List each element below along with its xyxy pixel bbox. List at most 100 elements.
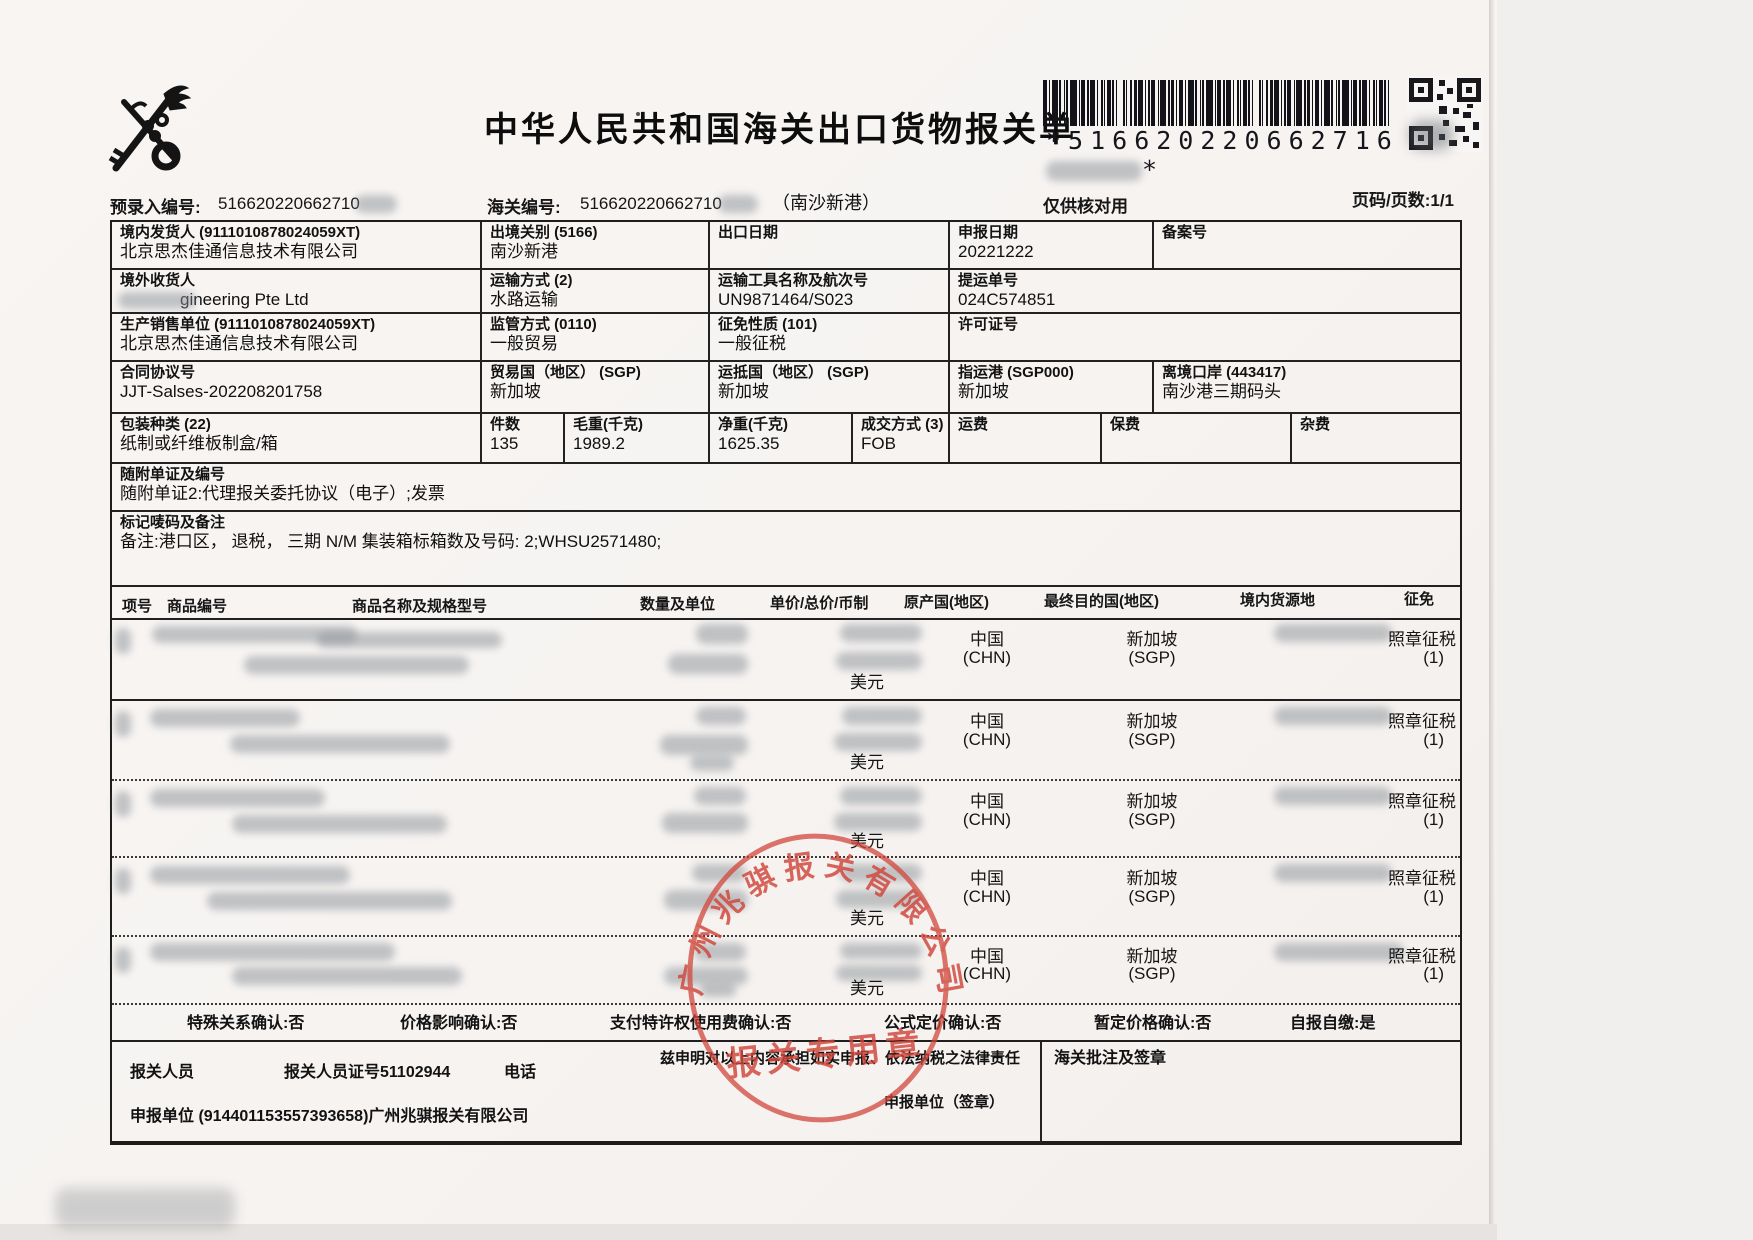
destination-code: (SGP) bbox=[1128, 810, 1176, 829]
redaction-blur bbox=[718, 195, 758, 213]
field-export-date: 出口日期 bbox=[710, 222, 950, 268]
confirm-provisional-price: 暂定价格确认:否 bbox=[1094, 1015, 1212, 1032]
origin-country: 中国 bbox=[970, 712, 1004, 731]
confirmations-row: 特殊关系确认:否 价格影响确认:否 支付特许权使用费确认:否 公式定价确认:否 … bbox=[112, 1005, 1460, 1042]
redaction-blur bbox=[690, 755, 734, 771]
origin-country: 中国 bbox=[970, 630, 1004, 649]
field-value: 水路运输 bbox=[490, 290, 558, 310]
field-label: 征免性质 (101) bbox=[718, 316, 818, 333]
col-header-item-no: 项号 bbox=[122, 598, 153, 615]
field-label: 杂费 bbox=[1300, 416, 1331, 433]
form-row-marks-notes: 标记唛码及备注 备注:港口区， 退税， 三期 N/M 集装箱标箱数及号码: 2;… bbox=[112, 512, 1460, 587]
field-value: 新加坡 bbox=[958, 382, 1009, 402]
customs-number: 516620220662710 bbox=[580, 194, 722, 213]
field-producer: 生产销售单位 (9111010878024059XT) 北京思杰佳通信息技术有限… bbox=[112, 314, 482, 360]
redaction-blur bbox=[668, 654, 748, 674]
field-value: 1989.2 bbox=[573, 434, 625, 454]
field-value: 1625.35 bbox=[718, 434, 780, 454]
field-value: 备注:港口区， 退税， 三期 N/M 集装箱标箱数及号码: 2;WHSU2571… bbox=[120, 532, 662, 552]
redaction-blur bbox=[115, 791, 131, 817]
redaction-blur bbox=[834, 813, 922, 831]
scan-speck bbox=[636, 112, 640, 116]
field-arrival-country: 运抵国（地区） (SGP) 新加坡 bbox=[710, 362, 950, 412]
goods-row: 中国 (CHN) 新加坡 (SGP) 照章征税 (1) 美元 bbox=[112, 937, 1460, 1005]
field-label: 运输工具名称及航次号 bbox=[718, 272, 869, 289]
duty-mode: 照章征税 bbox=[1388, 947, 1456, 966]
redaction-blur bbox=[840, 787, 922, 805]
field-trade-country: 贸易国（地区） (SGP) 新加坡 bbox=[482, 362, 710, 412]
field-attached-docs: 随附单证及编号 随附单证2:代理报关委托协议（电子）;发票 bbox=[112, 464, 1460, 510]
duty-mode: 照章征税 bbox=[1388, 869, 1456, 888]
currency: 美元 bbox=[850, 909, 884, 928]
currency: 美元 bbox=[850, 979, 884, 998]
confirm-royalty-payment: 支付特许权使用费确认:否 bbox=[610, 1015, 792, 1032]
origin-code: (CHN) bbox=[962, 964, 1012, 983]
field-label: 生产销售单位 (9111010878024059XT) bbox=[120, 316, 376, 333]
field-value: 新加坡 bbox=[718, 382, 769, 402]
redaction-blur bbox=[1274, 787, 1392, 805]
col-header-description: 商品名称及规格型号 bbox=[352, 598, 488, 615]
redaction-blur bbox=[1274, 624, 1392, 642]
redaction-blur bbox=[317, 632, 502, 648]
field-label: 境内发货人 (9111010878024059XT) bbox=[120, 224, 361, 241]
redaction-blur bbox=[1274, 943, 1404, 961]
pre-entry-number: 516620220662710 bbox=[218, 194, 360, 213]
origin-code: (CHN) bbox=[962, 730, 1012, 749]
col-header-quantity: 数量及单位 bbox=[640, 596, 716, 613]
field-label: 标记唛码及备注 bbox=[120, 514, 226, 531]
footer-section: 报关人员 报关人员证号51102944 电话 申报单位 (91440115355… bbox=[112, 1042, 1460, 1143]
currency: 美元 bbox=[850, 673, 884, 692]
declaration-statement: 兹申明对以上内容承担如实申报、依法纳税之法律责任 bbox=[660, 1050, 1021, 1067]
redaction-blur bbox=[836, 652, 922, 670]
qr-code bbox=[1407, 76, 1483, 152]
col-header-price: 单价/总价/币制 bbox=[770, 595, 869, 612]
redaction-blur bbox=[1046, 161, 1142, 181]
field-label: 出境关别 (5166) bbox=[490, 224, 598, 241]
field-value: 纸制或纤维板制盒/箱 bbox=[120, 434, 278, 454]
origin-country: 中国 bbox=[970, 947, 1004, 966]
footer-divider bbox=[1040, 1042, 1042, 1143]
redaction-blur bbox=[150, 789, 325, 807]
scan-background bbox=[1497, 0, 1753, 1240]
field-destination-port: 指运港 (SGP000) 新加坡 bbox=[950, 362, 1154, 412]
duty-code: (1) bbox=[1423, 730, 1444, 749]
field-label: 保费 bbox=[1110, 416, 1141, 433]
page-number: 页码/页数:1/1 bbox=[1352, 191, 1455, 210]
field-value: 135 bbox=[490, 434, 519, 454]
field-consignor: 境内发货人 (9111010878024059XT) 北京思杰佳通信息技术有限公… bbox=[112, 222, 482, 268]
field-value: FOB bbox=[861, 434, 896, 454]
redaction-blur bbox=[207, 892, 452, 910]
redaction-blur bbox=[842, 707, 922, 725]
redaction-blur bbox=[150, 943, 395, 961]
field-label: 合同协议号 bbox=[120, 364, 196, 381]
confirm-self-declare: 自报自缴:是 bbox=[1290, 1015, 1376, 1032]
redaction-blur bbox=[840, 864, 922, 882]
origin-country: 中国 bbox=[970, 792, 1004, 811]
origin-code: (CHN) bbox=[962, 810, 1012, 829]
field-value: 北京思杰佳通信息技术有限公司 bbox=[120, 242, 358, 262]
goods-row: 中国 (CHN) 新加坡 (SGP) 照章征税 (1) 美元 bbox=[112, 858, 1460, 937]
field-gross-weight: 毛重(千克) 1989.2 bbox=[565, 414, 710, 462]
field-value: 新加坡 bbox=[490, 382, 541, 402]
goods-row: 中国 (CHN) 新加坡 (SGP) 照章征税 (1) 美元 bbox=[112, 781, 1460, 858]
declaration-form: 境内发货人 (9111010878024059XT) 北京思杰佳通信息技术有限公… bbox=[110, 220, 1462, 1145]
redaction-blur bbox=[232, 815, 447, 833]
port-note: （南沙新港） bbox=[772, 193, 880, 213]
destination-code: (SGP) bbox=[1128, 887, 1176, 906]
paper-right-edge bbox=[1489, 0, 1495, 1224]
field-misc-fees: 杂费 bbox=[1292, 414, 1460, 462]
field-transport-mode: 运输方式 (2) 水路运输 bbox=[482, 270, 710, 312]
field-net-weight: 净重(千克) 1625.35 bbox=[710, 414, 853, 462]
redaction-blur bbox=[150, 866, 350, 884]
field-label: 随附单证及编号 bbox=[120, 466, 226, 483]
field-contract-no: 合同协议号 JJT-Salses-202208201758 bbox=[112, 362, 482, 412]
field-label: 监管方式 (0110) bbox=[490, 316, 597, 333]
redaction-blur bbox=[355, 195, 397, 213]
field-label: 提运单号 bbox=[958, 272, 1019, 289]
field-label: 指运港 (SGP000) bbox=[958, 364, 1074, 381]
field-marks-notes: 标记唛码及备注 备注:港口区， 退税， 三期 N/M 集装箱标箱数及号码: 2;… bbox=[112, 512, 1460, 585]
redaction-blur bbox=[692, 864, 746, 882]
duty-code: (1) bbox=[1423, 887, 1444, 906]
redaction-blur bbox=[115, 947, 131, 973]
redaction-blur bbox=[244, 656, 469, 674]
